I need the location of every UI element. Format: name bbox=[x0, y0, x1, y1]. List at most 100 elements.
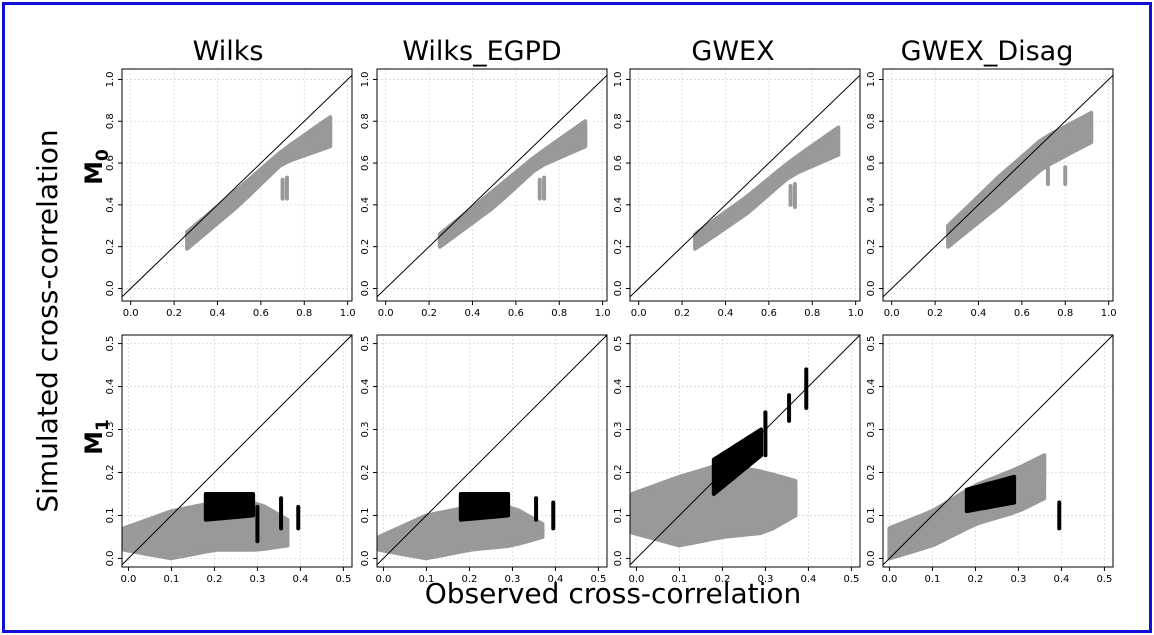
plot-area bbox=[122, 335, 352, 566]
y-tick-label: 0.1 bbox=[105, 507, 116, 523]
y-tick-label: 1.0 bbox=[360, 71, 371, 87]
y-tick-label: 0.0 bbox=[613, 281, 624, 297]
column-title-wilks: Wilks bbox=[193, 36, 264, 67]
x-tick-label: 0.8 bbox=[296, 308, 312, 319]
x-tick-label: 0.5 bbox=[335, 574, 351, 585]
identity-line bbox=[883, 74, 1113, 298]
point-cloud-simulated bbox=[437, 119, 588, 249]
x-tick-label: 0.6 bbox=[761, 308, 777, 319]
y-tick-label: 0.4 bbox=[866, 379, 877, 395]
plot-area bbox=[122, 74, 352, 298]
y-tick-label: 0.0 bbox=[613, 550, 624, 566]
x-tick-label: 1.0 bbox=[595, 308, 611, 319]
y-tick-label: 0.6 bbox=[105, 155, 116, 171]
x-tick-label: 0.3 bbox=[1010, 574, 1026, 585]
panels: 0.0 0.2 0.4 0.6 0.8 1.00.00.20.40.60.81.00.0 0… bbox=[105, 68, 1117, 585]
svg-text:M1: M1 bbox=[80, 419, 113, 455]
row-label-m0-main: M bbox=[80, 161, 108, 185]
y-tick-label: 0.6 bbox=[866, 155, 877, 171]
y-tick-label: 0.3 bbox=[105, 422, 116, 438]
x-tick-label: 0.4 bbox=[465, 308, 481, 319]
column-title-wilks-egpd: Wilks_EGPD bbox=[402, 36, 561, 67]
x-tick-label: 0.6 bbox=[1014, 308, 1030, 319]
x-tick-label: 0.8 bbox=[804, 308, 820, 319]
x-tick-label: 0.2 bbox=[166, 308, 182, 319]
x-tick-label: 0.3 bbox=[757, 574, 773, 585]
x-tick-label: 0.5 bbox=[1096, 574, 1112, 585]
y-tick-label: 0.0 bbox=[105, 281, 116, 297]
point-cloud-highlight bbox=[458, 492, 511, 522]
x-tick-label: 0.0 bbox=[123, 308, 139, 319]
y-tick-label: 0.0 bbox=[360, 281, 371, 297]
x-tick-label: 0.6 bbox=[508, 308, 524, 319]
x-tick-label: 0.3 bbox=[249, 574, 265, 585]
panel-border bbox=[882, 68, 1114, 302]
point-cloud-highlight bbox=[203, 492, 256, 522]
y-tick-label: 0.8 bbox=[866, 113, 877, 129]
x-tick-label: 0.2 bbox=[206, 574, 222, 585]
x-tick-label: 0.2 bbox=[421, 308, 437, 319]
point-cloud-simulated bbox=[185, 115, 333, 251]
y-tick-label: 0.0 bbox=[866, 550, 877, 566]
identity-line bbox=[122, 74, 352, 298]
y-tick-label: 0.3 bbox=[866, 422, 877, 438]
x-tick-label: 0.0 bbox=[631, 308, 647, 319]
panel-border bbox=[376, 68, 608, 302]
x-tick-label: 0.0 bbox=[378, 308, 394, 319]
y-tick-label: 0.4 bbox=[613, 197, 624, 213]
x-tick-label: 0.1 bbox=[924, 574, 940, 585]
x-tick-label: 0.1 bbox=[163, 574, 179, 585]
row-label-m1-main: M bbox=[80, 431, 108, 455]
panel-border bbox=[629, 334, 861, 568]
y-tick-label: 0.5 bbox=[360, 336, 371, 352]
x-tick-label: 0.2 bbox=[674, 308, 690, 319]
x-tick-label: 0.4 bbox=[800, 574, 816, 585]
y-tick-label: 1.0 bbox=[613, 71, 624, 87]
panel-7: 0.0 0.1 0.2 0.3 0.4 0.5 0.0 0.1 0.2 0.3 0.4 0.5 bbox=[613, 334, 861, 585]
x-tick-label: 0.4 bbox=[292, 574, 308, 585]
point-cloud-simulated bbox=[377, 504, 545, 561]
y-tick-label: 0.5 bbox=[613, 336, 624, 352]
panel-border bbox=[121, 334, 353, 568]
panel-2: 0.0 0.2 0.4 0.6 0.8 1.0 0.0 0.2 0.4 0.6 0.8 1.0 bbox=[360, 68, 611, 319]
y-tick-label: 0.3 bbox=[360, 422, 371, 438]
x-tick-label: 0.0 bbox=[884, 308, 900, 319]
x-tick-label: 1.0 bbox=[340, 308, 356, 319]
x-tick-label: 0.0 bbox=[628, 574, 644, 585]
plot-area bbox=[377, 74, 607, 298]
y-tick-label: 0.1 bbox=[613, 507, 624, 523]
y-tick-label: 0.2 bbox=[613, 239, 624, 255]
panel-5: 0.0 0.1 0.2 0.3 0.4 0.5 0.0 0.1 0.2 0.3 0.4 0.5 bbox=[105, 334, 353, 585]
y-tick-label: 1.0 bbox=[105, 71, 116, 87]
panel-border bbox=[882, 334, 1114, 568]
x-tick-label: 0.2 bbox=[927, 308, 943, 319]
y-tick-label: 0.0 bbox=[360, 550, 371, 566]
x-tick-label: 0.4 bbox=[971, 308, 987, 319]
panel-3: 0.0 0.2 0.4 0.6 0.8 1.0 0.0 0.2 0.4 0.6 0.8 1.0 bbox=[613, 68, 864, 319]
panel-border bbox=[376, 334, 608, 568]
x-tick-label: 0.1 bbox=[671, 574, 687, 585]
y-tick-label: 0.0 bbox=[866, 281, 877, 297]
y-tick-label: 0.2 bbox=[866, 465, 877, 481]
y-tick-label: 0.4 bbox=[105, 379, 116, 395]
x-axis-title: Observed cross-correlation bbox=[425, 577, 802, 610]
point-cloud-simulated bbox=[630, 462, 798, 548]
y-tick-label: 0.8 bbox=[105, 113, 116, 129]
x-tick-label: 0.0 bbox=[120, 574, 136, 585]
y-tick-label: 0.4 bbox=[866, 197, 877, 213]
plot-area bbox=[883, 335, 1113, 566]
x-tick-label: 0.5 bbox=[590, 574, 606, 585]
y-axis-title: Simulated cross-correlation bbox=[31, 129, 64, 512]
panel-8: 0.0 0.1 0.2 0.3 0.4 0.5 0.0 0.1 0.2 0.3 0.4 0.5 bbox=[866, 334, 1114, 585]
x-tick-label: 0.4 bbox=[718, 308, 734, 319]
y-tick-label: 0.4 bbox=[360, 197, 371, 213]
x-tick-label: 0.1 bbox=[418, 574, 434, 585]
x-tick-label: 1.0 bbox=[1101, 308, 1117, 319]
x-tick-label: 0.2 bbox=[967, 574, 983, 585]
plot-area bbox=[630, 335, 860, 566]
point-cloud-simulated bbox=[693, 125, 841, 251]
y-tick-label: 0.1 bbox=[866, 507, 877, 523]
panel-4: 0.0 0.2 0.4 0.6 0.8 1.0 0.0 0.2 0.4 0.6 0.8 1.0 bbox=[866, 68, 1117, 319]
plot-area bbox=[883, 74, 1113, 298]
y-tick-label: 0.3 bbox=[613, 422, 624, 438]
